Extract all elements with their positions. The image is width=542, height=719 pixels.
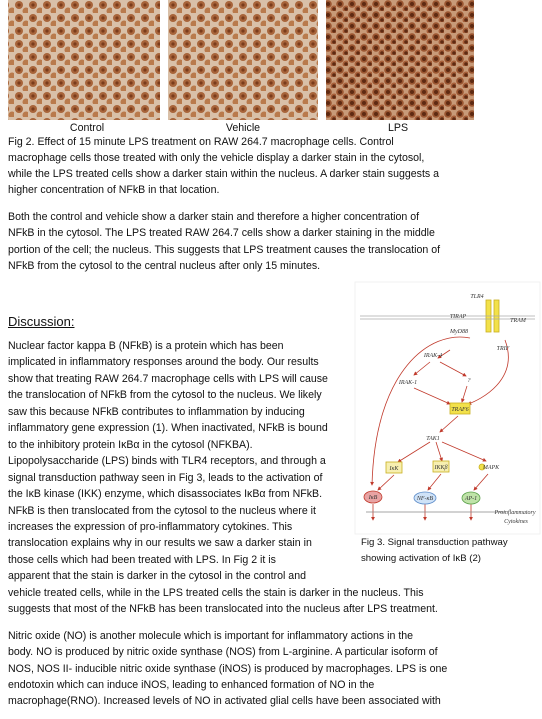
diagram-label: ?: [468, 378, 471, 384]
text-line: the translocation of NFkB from the cytos…: [8, 389, 322, 402]
caption-line: Fig 2. Effect of 15 minute LPS treatment…: [8, 136, 394, 148]
text-line: the IκB kinase (IKK) enzyme, which disas…: [8, 488, 323, 501]
image-label: Control: [69, 122, 105, 134]
text-line: Nuclear factor kappa B (NFkB) is a prote…: [8, 340, 284, 352]
diagram-label: Proinflammatory: [493, 509, 535, 516]
text-line: body. NO is produced by nitric oxide syn…: [8, 646, 438, 659]
text-line: Nitric oxide (NO) is another molecule wh…: [8, 630, 414, 642]
text-line: show that treating RAW 264.7 macrophage …: [8, 372, 328, 385]
micrograph: [168, 0, 318, 120]
caption-line: Fig 3. Signal transduction pathway: [361, 537, 508, 548]
diagram-label: TRAF6: [451, 407, 468, 413]
text-line: those cells which had been treated with …: [8, 553, 276, 566]
text-line: translocation explains why in our result…: [8, 537, 312, 550]
micrograph: [326, 0, 474, 120]
diagram-label: TLR4: [470, 293, 483, 300]
diagram-label: IκB: [368, 495, 378, 501]
diagram-label: TAK1: [426, 436, 440, 442]
text-line: portion of the cell; the nucleus. This s…: [8, 243, 441, 256]
text-line: to the inhibitory protein IκBα in the cy…: [8, 438, 253, 451]
diagram-label: TIRAP: [450, 314, 467, 320]
diagram-label: MAPK: [482, 465, 500, 471]
diagram-label: MyD88: [449, 329, 468, 335]
diagram-label: IKKβ: [434, 465, 448, 471]
text-line: Both the control and vehicle show a dark…: [8, 211, 420, 223]
text-line: suggests that most of the NFkB has been …: [8, 603, 438, 616]
diagram-label: TRIF: [497, 346, 510, 352]
text-line: Lipopolysaccharide (LPS) binds with TLR4…: [8, 455, 326, 468]
diagram-label: Cytokines: [504, 519, 528, 525]
text-line: NFkB in the cytosol. The LPS treated RAW…: [8, 227, 435, 240]
text-line: signal transduction pathway seen in Fig …: [8, 471, 323, 484]
text-line: NFkB from the cytosol to the central nuc…: [8, 259, 321, 272]
text-line: NOS, NOS II- inducible nitric oxide synt…: [8, 662, 448, 675]
text-line: apparent that the stain is darker in the…: [8, 570, 306, 583]
text-line: implicated in inflammatory responses aro…: [8, 356, 319, 369]
diagram-label: IRAK-4: [423, 352, 442, 359]
diagram-label: IRAK-1: [398, 380, 417, 386]
text-line: increases the expression of pro-inflamma…: [8, 520, 293, 533]
text-line: vehicle treated cells, while in the LPS …: [8, 586, 424, 599]
image-label: Vehicle: [225, 122, 261, 134]
text-line: NFkB is then translocated from the cytos…: [8, 504, 316, 517]
text-line: macrophage(RNO). Increased levels of NO …: [8, 695, 441, 708]
pathway-diagram: [354, 281, 541, 535]
image-label: LPS: [387, 122, 409, 134]
text-line: inflammatory gene expression (1). When i…: [8, 422, 328, 435]
text-line: saw this because NFkB contributes to inf…: [8, 405, 305, 418]
diagram-label: TRAM: [510, 318, 527, 324]
caption-line: higher concentration of NFkB in that loc…: [8, 184, 220, 196]
text-line: endotoxin which can induce iNOS, leading…: [8, 678, 375, 691]
diagram-label: AP-1: [464, 496, 477, 502]
caption-line: macrophage cells those treated with only…: [8, 152, 425, 164]
micrograph: [8, 0, 160, 120]
diagram-label: IκK: [389, 466, 400, 472]
diagram-label: NF-κB: [416, 496, 434, 502]
heading: Discussion:: [8, 314, 75, 329]
caption-line: showing activation of IκB (2): [361, 553, 481, 564]
caption-line: while the LPS treated cells show a darke…: [8, 168, 440, 180]
